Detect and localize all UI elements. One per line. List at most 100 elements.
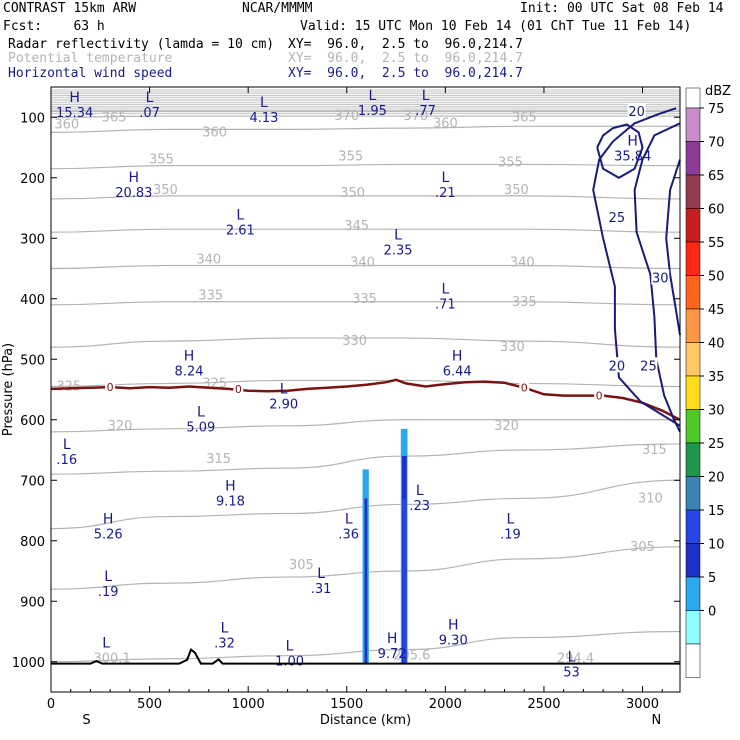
x-axis-label: Distance (km) [320, 713, 411, 728]
extremum-value: 15.34 [56, 106, 93, 121]
x-end-label-north: N [651, 713, 661, 728]
freezing-level-line [50, 378, 681, 421]
terrain-line [51, 647, 680, 665]
extremum-type: H [627, 134, 638, 150]
freezing-level-label: 0 [235, 383, 242, 396]
extremum-value: .23 [409, 499, 430, 514]
field-label-wind: Horizontal wind speed [8, 66, 173, 81]
extremum-value: 35.84 [614, 150, 651, 165]
theta-contour-350 [50, 195, 681, 200]
field-xy-wind: XY= 96.0, 2.5 to 96.0,214.7 [288, 66, 523, 81]
y-tick-label: 600 [20, 414, 45, 429]
theta-label: 360 [433, 116, 458, 131]
extremum-type: L [221, 621, 229, 637]
extremum-type: H [387, 631, 398, 647]
freezing-level-label-bg [233, 382, 244, 394]
theta-label: 330 [500, 340, 525, 355]
theta-label: 370 [403, 109, 428, 124]
x-end-label-south: S [82, 713, 90, 728]
x-tick-label: 2000 [429, 697, 462, 712]
theta-label: 365 [512, 110, 537, 125]
y-tick-label: 400 [20, 293, 45, 308]
forecast-hour: Fcst: 63 h [3, 19, 105, 34]
theta-label: 370 [334, 109, 359, 124]
freezing-level-label-bg [105, 381, 116, 393]
colorbar-tick-label: 35 [708, 370, 725, 385]
theta-contour-365 [50, 115, 680, 118]
extremum-value: 5.26 [94, 528, 123, 543]
reflectivity-column [402, 498, 406, 664]
extremum-type: L [286, 639, 294, 655]
colorbar-tick-label: 70 [708, 136, 725, 151]
freezing-level-label-bg [519, 381, 530, 393]
extremum-type: L [368, 88, 376, 104]
colorbar-tick-label: 10 [708, 538, 725, 553]
extremum-value: 1.95 [358, 104, 387, 119]
y-tick-label: 900 [20, 595, 45, 610]
extremum-type: L [394, 227, 402, 243]
colorbar-tick-label: 25 [708, 437, 725, 452]
colorbar-tick-label: 65 [708, 169, 725, 184]
extremum-type: L [317, 566, 325, 582]
colorbar-tick-label: 0 [708, 605, 716, 620]
extremum-type: H [448, 618, 459, 634]
extremum-value: .77 [415, 104, 436, 119]
theta-contour-345 [50, 228, 681, 233]
center-label: NCAR/MMMM [242, 1, 313, 16]
extremum-value: .16 [56, 453, 77, 468]
x-tick-label: 500 [137, 697, 162, 712]
extremum-type: L [102, 636, 110, 652]
theta-label: 315 [642, 443, 667, 458]
colorbar-tick-label: 40 [708, 337, 725, 352]
theta-label: 340 [510, 255, 535, 270]
extremum-value: 20.83 [115, 186, 152, 201]
field-xy-theta: XY= 96.0, 2.5 to 96.0,214.7 [288, 51, 523, 66]
theta-label: 315 [206, 452, 231, 467]
theta-contour-340 [50, 264, 681, 270]
theta-contour-300 [50, 630, 681, 663]
extremum-value: .19 [98, 585, 119, 600]
theta-label: 325 [56, 379, 81, 394]
theta-label: 350 [153, 183, 178, 198]
freezing-level-label: 0 [107, 381, 114, 394]
wind-speed-label-bg [607, 357, 626, 373]
colorbar-segment [685, 342, 701, 377]
wind-speed-contour-20 [592, 107, 681, 427]
theta-contour-320 [50, 419, 680, 433]
theta-contour-310 [50, 479, 681, 530]
freezing-level-label: 0 [521, 382, 528, 395]
extremum-value: 8.24 [175, 364, 204, 379]
extremum-type: H [103, 512, 114, 528]
extremum-value: 4.13 [249, 111, 278, 126]
extremum-value: .21 [435, 186, 456, 201]
extremum-value: 2.90 [269, 398, 298, 413]
y-tick-label: 800 [20, 535, 45, 550]
colorbar-tick-label: 75 [708, 102, 725, 117]
extremum-type: H [69, 90, 80, 106]
colorbar-tick-label: 30 [708, 404, 725, 419]
y-tick-label: 500 [20, 353, 45, 368]
extremum-value: .36 [338, 528, 359, 543]
theta-contour-305 [50, 546, 681, 590]
title-line: CONTRAST 15km ARW [3, 1, 137, 16]
theta-contour-330 [50, 337, 681, 348]
theta-label: 350 [504, 183, 529, 198]
theta-contour-360 [50, 125, 680, 133]
freezing-level-label-bg [594, 389, 605, 401]
wind-speed-label: 30 [652, 272, 669, 287]
colorbar-tick-label: 20 [708, 471, 725, 486]
plot-frame [50, 86, 681, 693]
theta-label: 305 [289, 558, 314, 573]
field-label-reflectivity: Radar reflectivity (lamda = 10 cm) [8, 37, 275, 52]
colorbar-tick-label: 60 [708, 203, 725, 218]
extremum-type: H [184, 348, 195, 364]
extremum-type: L [568, 650, 576, 666]
extremum-type: L [507, 512, 515, 528]
colorbar-segment [685, 543, 701, 578]
theta-label: 360 [54, 118, 79, 133]
y-tick-label: 1000 [12, 656, 45, 671]
extremum-type: L [197, 405, 205, 421]
theta-label: 335 [512, 295, 537, 310]
y-tick-label: 100 [20, 111, 45, 126]
theta-label: 310 [638, 491, 663, 506]
